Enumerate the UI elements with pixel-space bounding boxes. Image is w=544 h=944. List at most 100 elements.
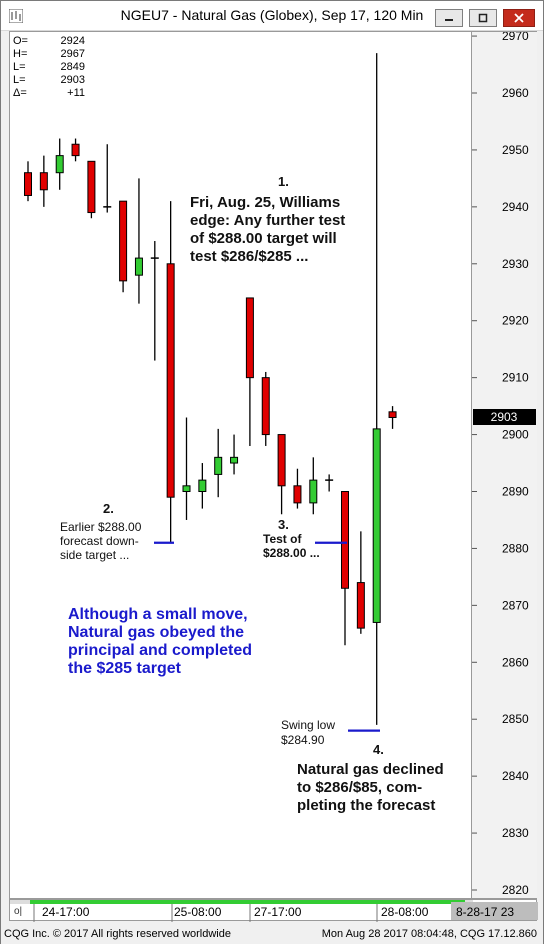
ohlc-value-last: 2903: [61, 74, 85, 86]
candle-4: [71, 138, 80, 162]
candle-body-21: [341, 491, 349, 589]
ohlc-value-high: 2967: [61, 48, 85, 60]
candle-7: [119, 200, 128, 293]
price-tick-label-2820: 2820: [502, 883, 529, 897]
candles-group: [24, 53, 397, 725]
price-tick-label-2840: 2840: [502, 769, 529, 783]
price-ticks-group: 2820 2830 2840 2850 2860 2870 2880 2890 2900 2910…: [472, 29, 529, 897]
annotation-4-number: 4.: [373, 742, 384, 757]
close-button[interactable]: [503, 9, 535, 27]
price-tick-label-2860: 2860: [502, 655, 529, 669]
time-label-3: 27-17:00: [254, 905, 302, 919]
window-title: NGEU7 - Natural Gas (Globex), Sep 17, 12…: [120, 7, 424, 23]
candle-body-24: [388, 411, 397, 418]
candle-body-5: [87, 160, 96, 214]
candle-8: [134, 178, 143, 304]
candle-body-7: [119, 200, 128, 282]
annotation-2-line-2: forecast down-: [60, 534, 139, 548]
candle-9: [150, 241, 159, 361]
candle-6: [103, 144, 112, 213]
ohlc-label-low: L=: [13, 61, 26, 73]
price-tick-label-2890: 2890: [502, 485, 529, 499]
annotation-1-line-2: edge: Any further test: [190, 212, 345, 229]
candle-body-23: [372, 428, 381, 623]
price-tick-label-2950: 2950: [502, 143, 529, 157]
candle-16: [261, 371, 270, 446]
annotation-3-line-2: $288.00 ...: [263, 546, 320, 560]
candle-body-2: [39, 172, 48, 191]
price-tick-label-2870: 2870: [502, 598, 529, 612]
minimize-button[interactable]: [435, 9, 463, 27]
price-tick-label-2830: 2830: [502, 826, 529, 840]
candle-15: [245, 297, 254, 446]
candle-10: [166, 201, 175, 543]
swing-low-line-2: $284.90: [281, 733, 325, 747]
time-axis-nav-marker: o|: [14, 906, 22, 917]
ohlc-value-change: +11: [67, 87, 85, 99]
annotation-1-line-1: Fri, Aug. 25, Williams: [190, 194, 340, 211]
ohlc-label-last: L=: [13, 74, 26, 86]
annotation-3-line-1: Test of: [263, 532, 302, 546]
target-lines-group: [154, 541, 380, 732]
candle-3: [55, 138, 64, 190]
price-tick-label-2910: 2910: [502, 371, 529, 385]
candle-14: [230, 434, 239, 475]
summary-line-1: Although a small move,: [68, 606, 248, 623]
annotation-2-number: 2.: [103, 501, 114, 516]
candle-body-16: [261, 377, 270, 436]
annotation-4-line-2: to $286/$85, com-: [297, 779, 422, 796]
status-bar: CQG Inc. © 2017 All rights reserved worl…: [1, 926, 543, 944]
annotation-1: 1. Fri, Aug. 25, Williams edge: Any furt…: [190, 174, 345, 265]
time-axis-scroll-thumb: [30, 900, 465, 904]
chart-plot-area[interactable]: O= 2924 H= 2967 L= 2849 L= 2903 Δ= +11 1…: [9, 31, 472, 899]
candle-12: [198, 463, 207, 509]
current-date-label: 8-28-17 23: [456, 905, 514, 919]
price-tick-label-2970: 2970: [502, 32, 529, 43]
annotation-4-line-1: Natural gas declined: [297, 761, 444, 778]
ohlc-value-low: 2849: [61, 61, 85, 73]
current-date-box: [451, 902, 538, 920]
candle-body-1: [24, 172, 32, 196]
annotation-3: 3. Test of $288.00 ...: [263, 517, 320, 560]
time-label-2: 25-08:00: [174, 905, 222, 919]
swing-low-line-1: Swing low: [281, 718, 335, 732]
maximize-button[interactable]: [469, 9, 497, 27]
summary-line-2: Natural gas obeyed the: [68, 624, 244, 641]
price-tick-label-2930: 2930: [502, 257, 529, 271]
candle-body-22: [356, 582, 365, 629]
candle-body-12: [198, 479, 207, 493]
candle-body-8: [134, 257, 143, 276]
summary-line-4: the $285 target: [68, 660, 182, 677]
candle-body-3: [55, 155, 64, 174]
price-tick-label-2880: 2880: [502, 541, 529, 555]
time-axis-scale: o| 24-17:00 25-08:00 27-17:00 28-08:00 8…: [10, 900, 538, 922]
ohlc-value-open: 2924: [61, 35, 85, 47]
annotation-2: 2. Earlier $288.00 forecast down- side t…: [60, 501, 142, 562]
price-tick-label-2960: 2960: [502, 86, 529, 100]
candle-body-19: [309, 479, 318, 504]
title-bar[interactable]: NGEU7 - Natural Gas (Globex), Sep 17, 12…: [1, 1, 543, 31]
time-label-1: 24-17:00: [42, 905, 90, 919]
candle-21: [341, 491, 349, 646]
candle-11: [182, 417, 191, 520]
annotation-3-number: 3.: [278, 517, 289, 532]
candle-1: [24, 161, 32, 202]
candle-body-14: [230, 456, 239, 464]
candle-23: [372, 53, 381, 725]
minimize-icon: [445, 19, 453, 21]
summary-line-3: principal and completed: [68, 642, 252, 659]
candlestick-chart: O= 2924 H= 2967 L= 2849 L= 2903 Δ= +11 1…: [13, 35, 444, 814]
time-axis[interactable]: o| 24-17:00 25-08:00 27-17:00 28-08:00 8…: [9, 899, 538, 922]
ohlc-label-change: Δ=: [13, 87, 27, 99]
candle-18: [293, 468, 302, 509]
annotation-4: 4. Natural gas declined to $286/$85, com…: [297, 742, 444, 814]
price-tick-label-2940: 2940: [502, 200, 529, 214]
candle-13: [214, 428, 223, 498]
close-icon: [514, 13, 524, 23]
timestamp-text: Mon Aug 28 2017 08:04:48, CQG 17.12.860: [321, 928, 537, 940]
candle-body-17: [277, 434, 286, 487]
candle-17: [277, 434, 286, 515]
candle-body-15: [245, 297, 254, 379]
ohlc-label-high: H=: [13, 48, 27, 60]
price-axis[interactable]: 2820 2830 2840 2850 2860 2870 2880 2890 2900 2910…: [472, 29, 537, 899]
